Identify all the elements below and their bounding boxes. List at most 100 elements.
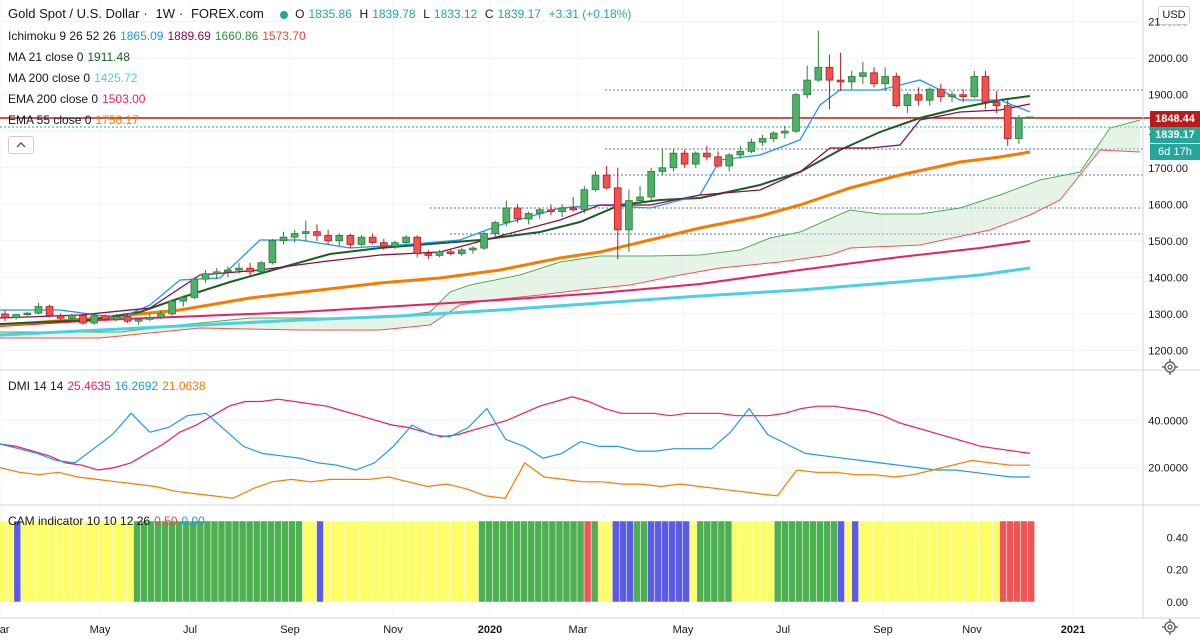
cam-bar <box>98 521 106 602</box>
chevron-up-icon <box>16 142 26 148</box>
cam-bar <box>0 521 7 602</box>
cam-bar <box>295 521 303 602</box>
candle-body <box>937 88 945 97</box>
cam-bar <box>626 521 634 602</box>
ichimoku-cloud <box>0 120 1140 338</box>
candle-body <box>391 242 399 247</box>
cam-bar <box>718 521 725 602</box>
candle-body <box>157 313 165 318</box>
cam-bar <box>915 521 922 602</box>
cam-bar <box>746 521 753 602</box>
indicator-legend[interactable]: Ichimoku 9 26 52 26 1865.09 1889.69 1660.86… <box>8 28 310 44</box>
indicator-legend[interactable]: EMA 200 close 0 1503.00 <box>8 91 149 107</box>
price-tick-label: 1300.00 <box>1148 309 1188 321</box>
separator: · <box>143 6 148 21</box>
ichimoku-tenkan-line <box>0 79 1031 319</box>
candle-body <box>324 234 332 242</box>
cam-bar <box>971 521 979 602</box>
dmi-legend[interactable]: DMI 14 14 25.4635 16.2692 21.0638 <box>8 378 210 394</box>
cam-bar <box>556 521 563 602</box>
cam-bar <box>999 521 1007 602</box>
price-tick-label: 1400.00 <box>1148 272 1188 284</box>
candle-body <box>836 79 845 83</box>
cam-bar <box>767 521 774 602</box>
candle-body <box>379 242 388 247</box>
price-tick-label: 1700.00 <box>1148 163 1188 175</box>
candle-body <box>602 174 611 189</box>
cam-bar <box>549 521 556 602</box>
indicator-value: 1865.09 <box>120 29 164 43</box>
cam-bar <box>464 521 472 602</box>
indicator-name: MA 21 close 0 <box>8 50 84 64</box>
indicator-legend[interactable]: MA 21 close 0 1911.48 <box>8 49 134 65</box>
indicator-value: 0.00 <box>181 514 205 528</box>
level-price-text: 1848.44 <box>1155 113 1195 125</box>
candle-body <box>970 76 979 97</box>
candle-body <box>146 317 154 320</box>
cam-bar <box>309 521 317 602</box>
interval-label[interactable]: 1W <box>155 6 175 21</box>
candle-body <box>591 174 600 191</box>
cam-bar <box>739 521 746 602</box>
cam-bar <box>851 521 859 602</box>
bottom-settings-button[interactable] <box>1161 618 1179 636</box>
candle-body <box>636 196 644 202</box>
candle-body <box>814 66 823 81</box>
cam-bar <box>281 521 289 602</box>
cam-bar <box>985 521 993 602</box>
cam-bar <box>204 521 211 602</box>
cam-bar <box>950 521 957 602</box>
cam-bar <box>690 521 697 602</box>
cam-bar <box>605 521 612 602</box>
candle-body <box>179 297 188 302</box>
candle-body <box>357 236 366 245</box>
cam-tick-label: 0.20 <box>1167 565 1188 577</box>
indicator-value: 25.4635 <box>67 379 111 393</box>
settings-button[interactable] <box>1161 358 1179 376</box>
close-value: 1839.17 <box>497 7 541 21</box>
time-tick-label: Nov <box>962 624 982 636</box>
symbol-name[interactable]: Gold Spot / U.S. Dollar <box>8 6 140 21</box>
cam-bar <box>267 521 274 602</box>
cam-legend[interactable]: CAM indicator 10 10 12 26 0.50 0.00 <box>8 513 209 529</box>
cam-bar <box>232 521 239 602</box>
cam-bar <box>661 521 669 602</box>
indicator-legend[interactable]: MA 200 close 0 1425.72 <box>8 70 141 86</box>
candle-body <box>1015 117 1023 139</box>
cam-bar <box>352 521 359 602</box>
cam-bar <box>119 521 127 602</box>
cam-bar <box>359 521 366 602</box>
candle-body <box>246 267 254 273</box>
low-label: L <box>423 7 430 21</box>
market-status-icon <box>279 10 288 19</box>
cam-bar <box>858 521 866 602</box>
cam-bar <box>1027 521 1035 602</box>
price-tick-label: 1500.00 <box>1148 236 1188 248</box>
time-tick-label: Nov <box>383 624 403 636</box>
cam-bar <box>239 521 246 602</box>
currency-button[interactable]: USD <box>1158 6 1190 25</box>
indicator-name: MA 200 close 0 <box>8 71 91 85</box>
last-price-text: 1839.17 <box>1155 129 1195 141</box>
candle-body <box>134 318 143 322</box>
cam-bar <box>133 521 141 602</box>
exchange-label: FOREX.com <box>190 6 264 21</box>
cam-bar <box>323 521 331 602</box>
indicator-value: 1573.70 <box>262 29 306 43</box>
candle-body <box>658 167 667 172</box>
indicator-legend[interactable]: EMA 55 close 0 1756.17 <box>8 112 143 128</box>
candle-body <box>290 233 299 238</box>
cam-bar <box>922 521 929 602</box>
cam-bar <box>943 521 950 602</box>
candle-body <box>781 130 789 134</box>
indicator-value: 0.50 <box>154 514 178 528</box>
level-price-badge: 1848.44 <box>1150 111 1200 127</box>
collapse-legend-button[interactable] <box>8 136 34 154</box>
cam-bar <box>112 521 120 602</box>
cam-bar <box>105 521 113 602</box>
time-tick-label: May <box>673 624 694 636</box>
cam-bar <box>781 521 788 602</box>
candle-body <box>201 273 210 280</box>
candle-body <box>424 253 433 256</box>
